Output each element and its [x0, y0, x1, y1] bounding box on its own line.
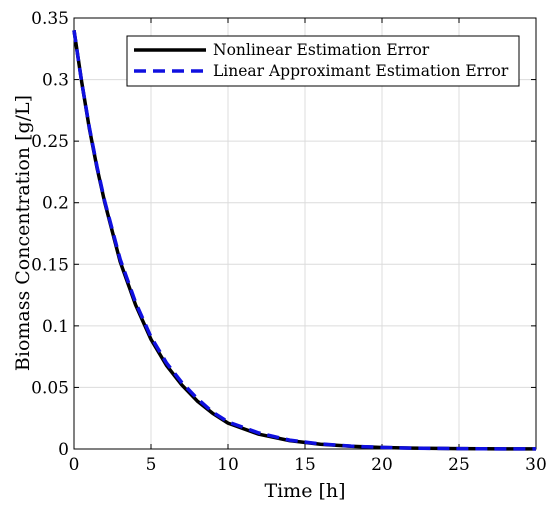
y-tick-label: 0 [58, 440, 69, 460]
y-tick-label: 0.15 [31, 255, 69, 275]
legend-label-nonlinear: Nonlinear Estimation Error [213, 41, 430, 59]
series-lines [72, 30, 536, 451]
x-tick-label: 25 [448, 455, 470, 475]
y-axis-label: Biomass Concentration [g/L] [12, 95, 34, 371]
y-tick-label: 0.1 [42, 317, 69, 337]
x-tick-label: 15 [294, 455, 316, 475]
y-tick-label: 0.2 [42, 194, 69, 214]
series-line-linear [72, 30, 536, 451]
x-axis-label: Time [h] [264, 480, 345, 502]
y-tick-label: 0.25 [31, 132, 69, 152]
x-tick-label: 0 [69, 455, 80, 475]
ticks: 0 5 10 15 20 25 30 0 0.05 0.1 0.15 0.2 0.25 0.3 0.35 [31, 9, 547, 475]
x-tick-label: 5 [146, 455, 157, 475]
y-tick-label: 0.3 [42, 71, 69, 91]
x-tick-label: 30 [525, 455, 547, 475]
x-tick-label: 10 [217, 455, 239, 475]
legend: Nonlinear Estimation Error Linear Approx… [126, 35, 520, 87]
legend-label-linear: Linear Approximant Estimation Error [213, 62, 509, 80]
x-tick-label: 20 [371, 455, 393, 475]
y-tick-label: 0.35 [31, 9, 69, 29]
legend-box [126, 35, 520, 87]
y-tick-label: 0.05 [31, 378, 69, 398]
